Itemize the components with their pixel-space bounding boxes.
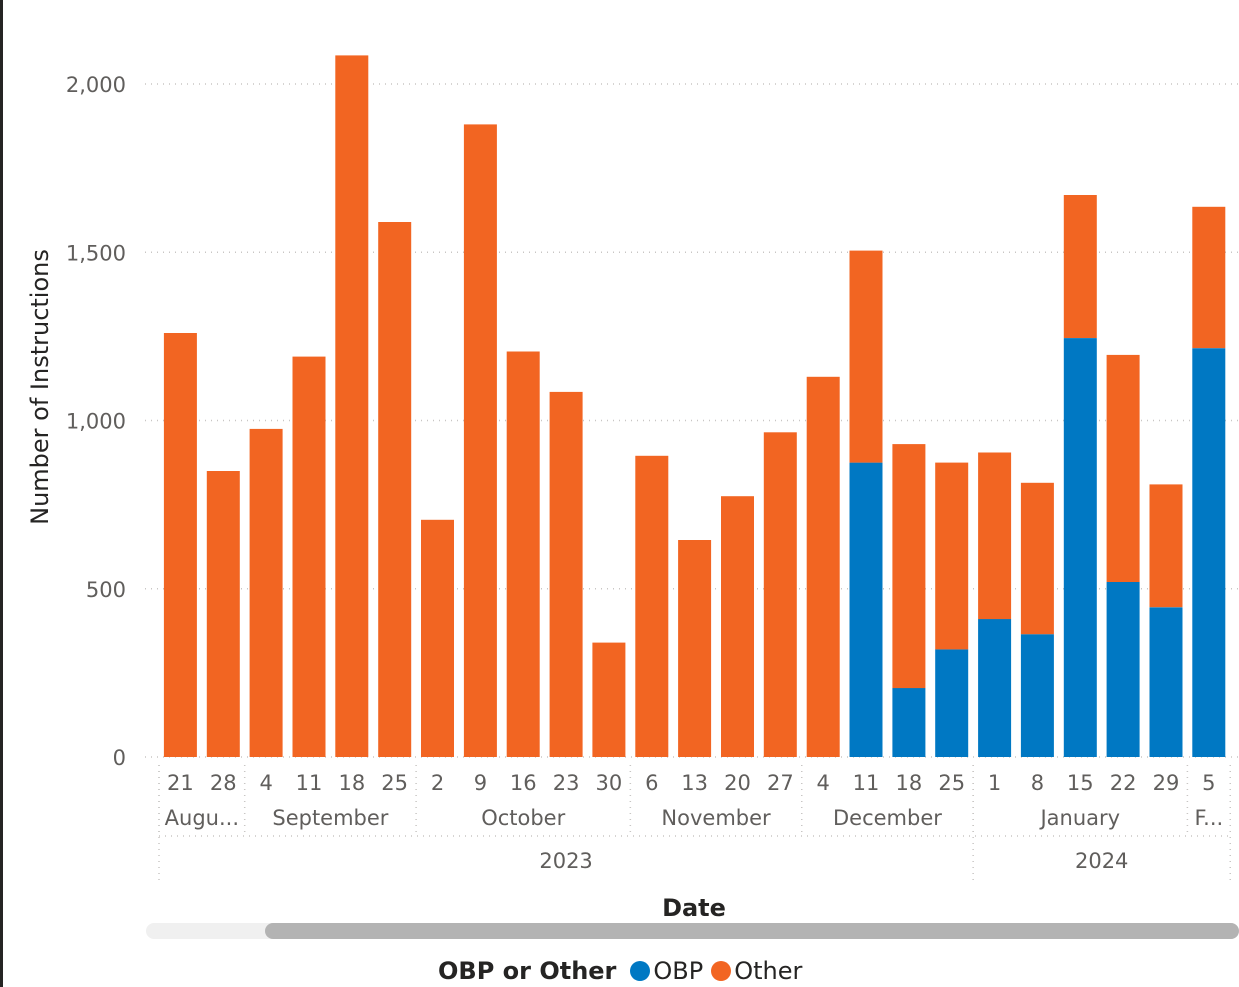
x-tick-month: November — [661, 806, 771, 830]
x-tick-day: 25 — [938, 771, 965, 795]
x-tick-day: 28 — [210, 771, 237, 795]
x-tick-day: 1 — [988, 771, 1001, 795]
bar-segment-other[interactable] — [892, 444, 926, 689]
bar-segment-other[interactable] — [1063, 195, 1097, 338]
x-tick-day: 29 — [1153, 771, 1180, 795]
x-tick-day: 25 — [381, 771, 408, 795]
bar-segment-other[interactable] — [1149, 484, 1183, 608]
y-tick-label: 2,000 — [66, 73, 126, 97]
x-tick-day: 30 — [596, 771, 623, 795]
legend-item-obp[interactable]: OBP — [630, 957, 703, 985]
y-tick-label: 1,500 — [66, 241, 126, 265]
bars — [163, 55, 1226, 758]
bar-segment-other[interactable] — [249, 428, 283, 757]
y-tick-label: 1,000 — [66, 410, 126, 434]
x-tick-day: 21 — [167, 771, 194, 795]
legend-item-other[interactable]: Other — [711, 957, 802, 985]
x-tick-day: 4 — [259, 771, 272, 795]
y-axis-title: Number of Instructions — [26, 249, 54, 525]
x-axis: 21 28 4 11 18 25 2 9 16 23 30 6 13 20 27 4 11 18 25 1 8 15 22 2… — [158, 765, 1231, 880]
bar-segment-other[interactable] — [678, 540, 712, 757]
bar-segment-obp[interactable] — [1106, 582, 1140, 757]
bar-segment-other[interactable] — [206, 471, 240, 757]
bar-segment-obp[interactable] — [1020, 634, 1054, 757]
bar-segment-other[interactable] — [292, 356, 326, 757]
x-tick-day: 5 — [1202, 771, 1215, 795]
x-axis-title: Date — [662, 894, 726, 922]
bar-segment-other[interactable] — [806, 376, 840, 757]
other-marker-icon — [711, 961, 732, 981]
x-tick-day: 2 — [431, 771, 444, 795]
y-tick-label: 0 — [113, 746, 126, 770]
bar-segment-obp[interactable] — [978, 619, 1012, 757]
x-tick-day: 15 — [1067, 771, 1094, 795]
bar-segment-other[interactable] — [721, 496, 754, 757]
bar-segment-other[interactable] — [935, 462, 969, 650]
horizontal-scrollbar-thumb[interactable] — [265, 923, 1239, 939]
y-axis-ticks: 0 500 1,000 1,500 2,000 — [66, 73, 126, 770]
bar-segment-other[interactable] — [163, 333, 197, 757]
x-tick-day: 16 — [510, 771, 537, 795]
x-tick-month: Augu... — [165, 806, 239, 830]
legend-label-obp: OBP — [653, 957, 704, 985]
x-tick-day: 18 — [338, 771, 365, 795]
bar-segment-obp[interactable] — [1063, 338, 1097, 757]
bar-segment-other[interactable] — [1192, 206, 1226, 349]
x-tick-day: 6 — [645, 771, 658, 795]
x-tick-day: 20 — [724, 771, 751, 795]
x-tick-day: 27 — [767, 771, 794, 795]
bar-segment-other[interactable] — [592, 642, 626, 757]
bar-segment-other[interactable] — [335, 55, 369, 757]
bar-segment-other[interactable] — [549, 391, 583, 757]
bar-segment-other[interactable] — [463, 124, 497, 757]
frame-border — [0, 0, 3, 987]
x-tick-day: 13 — [681, 771, 708, 795]
x-tick-month: F... — [1194, 806, 1223, 830]
bar-segment-other[interactable] — [1106, 354, 1140, 582]
y-tick-label: 500 — [86, 578, 126, 602]
legend: OBP or Other OBP Other — [438, 955, 802, 987]
bar-segment-obp[interactable] — [1149, 607, 1183, 757]
x-tick-day: 18 — [896, 771, 923, 795]
x-tick-day: 22 — [1110, 771, 1137, 795]
obp-marker-icon — [630, 961, 651, 981]
legend-title: OBP or Other — [438, 957, 617, 985]
bar-segment-other[interactable] — [378, 222, 412, 757]
bar-segment-other[interactable] — [421, 519, 454, 757]
x-tick-day: 11 — [853, 771, 880, 795]
bar-segment-other[interactable] — [1020, 482, 1054, 635]
x-tick-day: 23 — [553, 771, 580, 795]
x-tick-year: 2023 — [539, 849, 592, 873]
x-tick-day: 9 — [474, 771, 487, 795]
x-tick-year: 2024 — [1075, 849, 1128, 873]
bar-segment-other[interactable] — [763, 432, 797, 757]
x-tick-month: January — [1038, 806, 1120, 830]
bar-segment-obp[interactable] — [892, 688, 926, 757]
x-tick-month: December — [833, 806, 942, 830]
bar-segment-other[interactable] — [506, 351, 540, 758]
bar-segment-obp[interactable] — [1192, 348, 1226, 757]
x-tick-day: 4 — [816, 771, 829, 795]
bar-segment-obp[interactable] — [935, 649, 969, 757]
x-tick-day: 8 — [1031, 771, 1044, 795]
bar-segment-other[interactable] — [978, 452, 1012, 620]
x-tick-day: 11 — [296, 771, 323, 795]
bar-segment-obp[interactable] — [849, 462, 883, 757]
bar-segment-other[interactable] — [635, 455, 669, 757]
x-tick-month: September — [272, 806, 388, 830]
x-tick-month: October — [481, 806, 565, 830]
legend-label-other: Other — [734, 957, 803, 985]
bar-segment-other[interactable] — [849, 250, 883, 463]
